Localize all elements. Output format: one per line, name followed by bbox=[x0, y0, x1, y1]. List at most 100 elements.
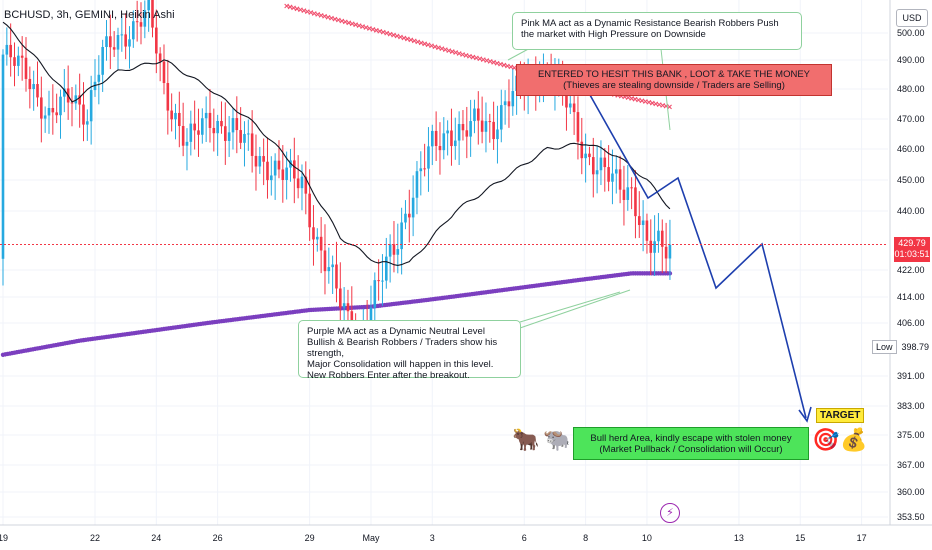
candle-body bbox=[312, 227, 315, 240]
candle-body bbox=[442, 133, 446, 151]
pink-ma-mark bbox=[656, 102, 662, 107]
pink-ma-mark bbox=[301, 8, 307, 14]
candle-body bbox=[507, 101, 511, 107]
candle-body bbox=[5, 44, 9, 55]
pink-ma-mark bbox=[442, 47, 448, 53]
pink-ma-mark bbox=[342, 19, 348, 25]
pink-ma-mark bbox=[653, 101, 659, 107]
pink-ma-mark bbox=[287, 4, 293, 10]
candle-body bbox=[9, 44, 12, 58]
price-axis: 500.00 490.00 480.00 470.00 460.00 450.00 440.… bbox=[889, 0, 925, 525]
price-tick-label: 440.00 bbox=[897, 206, 925, 216]
candles-layer bbox=[1, 0, 672, 368]
candle-body bbox=[254, 155, 258, 167]
time-axis: 1922242629May368101315172 bbox=[0, 524, 932, 543]
time-tick-label: 26 bbox=[213, 533, 223, 543]
candle-body bbox=[270, 175, 273, 181]
pink-ma-mark bbox=[294, 6, 300, 12]
candle-body bbox=[568, 103, 572, 108]
candle-body bbox=[614, 169, 618, 174]
pink-ma-mark bbox=[501, 62, 507, 68]
price-tick-label: 406.00 bbox=[897, 318, 925, 328]
candle-body bbox=[170, 110, 173, 120]
candle-body bbox=[473, 108, 476, 122]
candle-body bbox=[135, 21, 139, 23]
pink-ma-mark bbox=[398, 34, 403, 40]
candle-body bbox=[457, 124, 461, 141]
time-tick-label: 22 bbox=[90, 533, 100, 543]
candle-body bbox=[120, 34, 124, 36]
candle-body bbox=[595, 170, 599, 175]
pink-ma-note-text: Pink MA act as a Dynamic Resistance Bear… bbox=[521, 18, 779, 40]
candle-body bbox=[281, 169, 285, 180]
pink-ma-mark bbox=[449, 49, 455, 54]
price-tick-label: 470.00 bbox=[897, 114, 925, 124]
candle-body bbox=[461, 124, 465, 131]
pink-ma-mark bbox=[646, 99, 652, 105]
candle-body bbox=[158, 53, 162, 62]
candle-body bbox=[565, 89, 568, 108]
candle-body bbox=[572, 103, 576, 113]
candle-body bbox=[400, 222, 403, 250]
candle-body bbox=[335, 264, 338, 289]
candle-body bbox=[293, 160, 296, 179]
candle-body bbox=[327, 267, 331, 272]
pink-ma-mark bbox=[401, 35, 407, 41]
pink-ma-mark bbox=[325, 14, 331, 20]
time-tick-label: 24 bbox=[151, 533, 161, 543]
pink-ma-mark bbox=[404, 36, 410, 42]
candle-body bbox=[580, 141, 584, 159]
candle-body bbox=[369, 307, 373, 330]
candle-body bbox=[178, 112, 181, 127]
pink-ma-mark bbox=[322, 13, 327, 19]
candle-body bbox=[396, 249, 400, 255]
candle-body bbox=[262, 156, 265, 162]
time-tick-label: 19 bbox=[0, 533, 8, 543]
candle-body bbox=[151, 0, 154, 28]
price-tick-label: 353.50 bbox=[897, 512, 925, 522]
candle-body bbox=[381, 280, 384, 282]
pink-ma-mark bbox=[353, 22, 359, 28]
time-tick-label: 8 bbox=[583, 533, 588, 543]
ox-emoji-icon: 🐃 bbox=[543, 428, 571, 453]
candle-body bbox=[323, 250, 327, 272]
pink-ma-mark bbox=[335, 17, 341, 23]
pink-ma-mark bbox=[649, 100, 655, 106]
pink-ma-mark bbox=[456, 51, 462, 56]
candle-body bbox=[235, 118, 239, 131]
currency-button[interactable]: USD bbox=[896, 9, 928, 27]
symbol-title[interactable]: BCHUSD, 3h, GEMINI, Heikin Ashi bbox=[4, 9, 175, 21]
black-ma-line bbox=[2, 21, 671, 266]
pink-ma-mark bbox=[315, 12, 321, 17]
pink-ma-mark bbox=[308, 10, 314, 15]
pink-ma-mark bbox=[332, 16, 338, 22]
time-tick-label: 17 bbox=[857, 533, 867, 543]
candle-body bbox=[109, 36, 112, 48]
candle-body bbox=[224, 126, 227, 141]
candle-body bbox=[97, 74, 101, 82]
candle-body bbox=[664, 246, 668, 259]
pink-ma-mark bbox=[339, 18, 345, 24]
candle-body bbox=[143, 10, 147, 27]
pink-ma-mark bbox=[429, 43, 434, 49]
time-tick-label: 15 bbox=[795, 533, 805, 543]
low-marker: Low 398.79 bbox=[872, 340, 929, 354]
lightning-icon[interactable]: ⚡ bbox=[660, 503, 680, 523]
pink-ma-mark bbox=[667, 104, 672, 110]
projection-path bbox=[589, 94, 812, 423]
time-tick-label: 6 bbox=[522, 533, 527, 543]
candle-body bbox=[231, 118, 235, 133]
candle-body bbox=[657, 230, 660, 242]
candle-body bbox=[438, 145, 442, 151]
pink-ma-mark bbox=[384, 30, 390, 36]
candle-body bbox=[618, 169, 622, 190]
candle-body bbox=[74, 95, 78, 104]
candle-body bbox=[243, 133, 246, 143]
candle-body bbox=[55, 112, 58, 116]
projection-arrowhead bbox=[798, 406, 812, 423]
candle-body bbox=[17, 55, 20, 66]
pink-ma-mark bbox=[491, 59, 497, 65]
pink-ma-mark bbox=[291, 5, 296, 11]
countdown-timer: 01:03:51 bbox=[894, 249, 930, 259]
